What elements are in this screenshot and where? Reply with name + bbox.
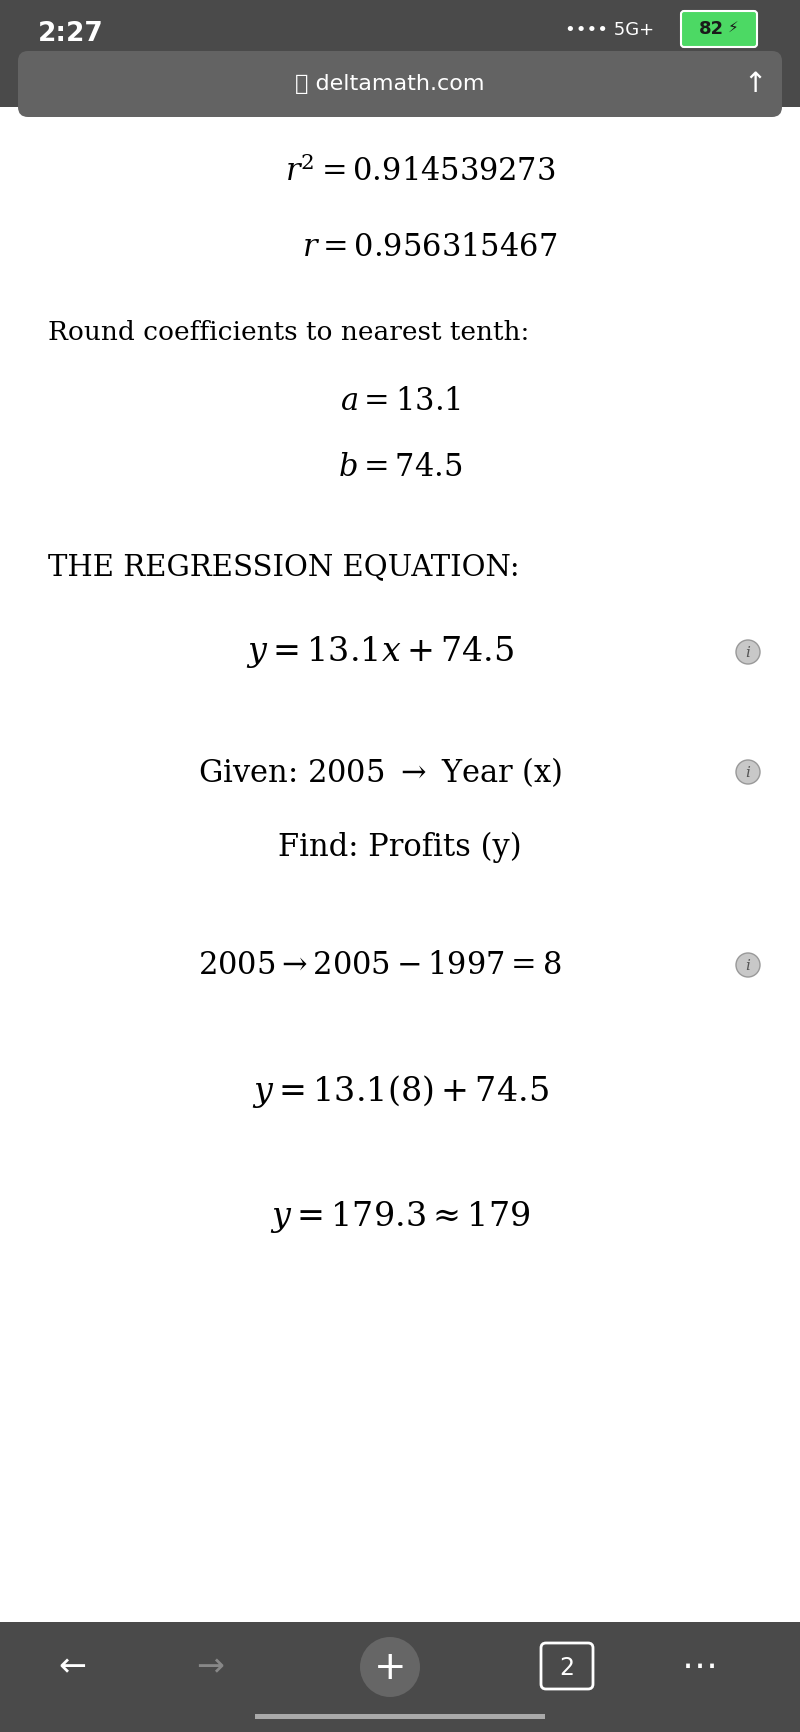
Text: 82: 82 — [698, 21, 723, 38]
Text: Round coefficients to nearest tenth:: Round coefficients to nearest tenth: — [48, 319, 530, 345]
Text: ↑: ↑ — [743, 69, 766, 99]
Text: 2: 2 — [559, 1656, 574, 1680]
Text: $2005 \rightarrow 2005 - 1997 = 8$: $2005 \rightarrow 2005 - 1997 = 8$ — [198, 949, 562, 980]
FancyBboxPatch shape — [681, 10, 757, 47]
Text: $b = 74.5$: $b = 74.5$ — [338, 452, 462, 483]
Text: $y = 13.1(8) + 74.5$: $y = 13.1(8) + 74.5$ — [252, 1074, 548, 1110]
Circle shape — [736, 641, 760, 663]
Text: $r = 0.956315467$: $r = 0.956315467$ — [302, 232, 558, 263]
Text: ⋯: ⋯ — [682, 1651, 718, 1684]
Text: $y = 13.1x + 74.5$: $y = 13.1x + 74.5$ — [246, 634, 514, 670]
Text: Find: Profits (y): Find: Profits (y) — [278, 831, 522, 863]
Text: i: i — [746, 960, 750, 973]
Text: $y = 179.3 \approx 179$: $y = 179.3 \approx 179$ — [270, 1199, 530, 1235]
Text: $r^2 = 0.914539273$: $r^2 = 0.914539273$ — [285, 156, 555, 189]
Text: +: + — [374, 1649, 406, 1687]
Text: i: i — [746, 646, 750, 660]
Bar — [255, 1715, 545, 1718]
Text: 2:27: 2:27 — [38, 21, 104, 47]
Text: •••• 5G+: •••• 5G+ — [565, 21, 654, 40]
Text: i: i — [746, 766, 750, 779]
Circle shape — [360, 1637, 420, 1697]
Text: ←: ← — [58, 1651, 86, 1684]
Text: Given: 2005 $\rightarrow$ Year (x): Given: 2005 $\rightarrow$ Year (x) — [198, 755, 562, 790]
Text: →: → — [196, 1651, 224, 1684]
Text: 🔒 deltamath.com: 🔒 deltamath.com — [295, 74, 485, 94]
Circle shape — [736, 953, 760, 977]
Text: ⚡: ⚡ — [728, 19, 738, 35]
Bar — [0, 107, 800, 1621]
FancyBboxPatch shape — [18, 50, 782, 118]
Circle shape — [736, 760, 760, 785]
Text: THE REGRESSION EQUATION:: THE REGRESSION EQUATION: — [48, 553, 520, 580]
Text: $a = 13.1$: $a = 13.1$ — [339, 386, 461, 417]
